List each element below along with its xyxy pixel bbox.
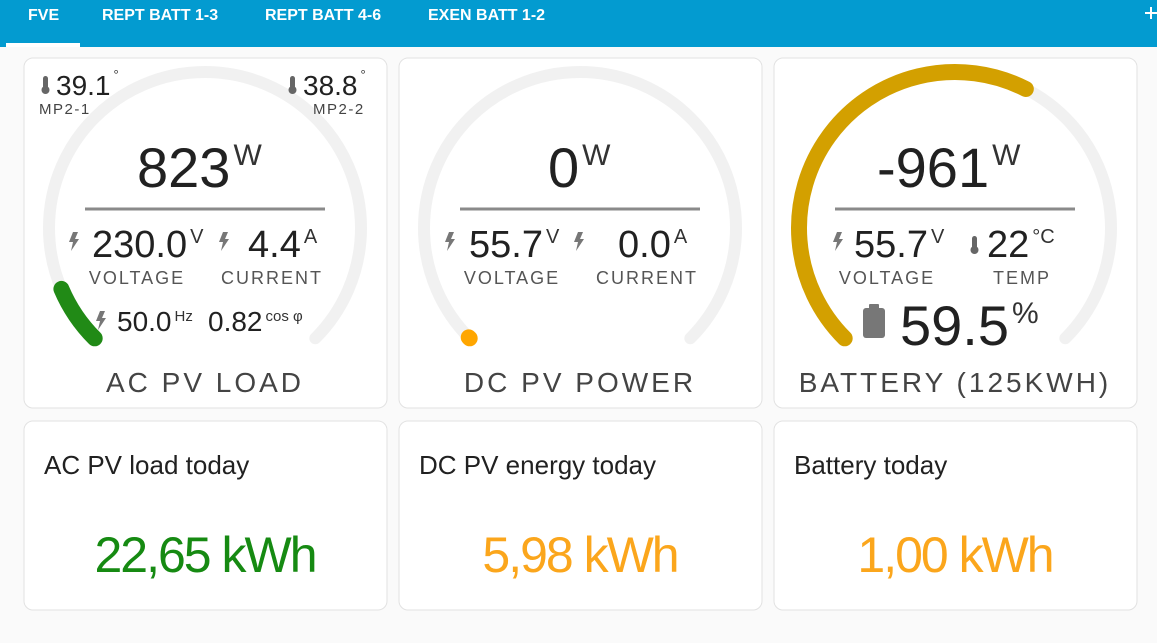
power-unit: W — [233, 139, 262, 172]
tab[interactable]: FVE — [28, 7, 59, 24]
voltage-value: 55.7 — [469, 224, 543, 266]
bolt-icon — [96, 311, 106, 330]
tile-card — [398, 420, 763, 611]
temperature-label: TEMP — [993, 268, 1051, 288]
voltage-unit: V — [931, 226, 945, 248]
tile-title: AC PV load today — [44, 450, 249, 480]
battery-icon — [863, 308, 885, 338]
voltage-unit: V — [546, 226, 560, 248]
power-unit: W — [582, 139, 611, 172]
bolt-icon — [445, 232, 455, 251]
power-unit: W — [992, 139, 1021, 172]
thermometer-icon — [43, 76, 48, 89]
gauge-title: AC PV LOAD — [106, 367, 304, 398]
gauge-fill — [53, 280, 103, 347]
frequency-value: 50.0 — [117, 306, 172, 337]
gauge-title: BATTERY (125KWH) — [799, 367, 1112, 398]
current-unit: A — [674, 226, 688, 248]
power-value: -961 — [877, 136, 989, 199]
gauge-track — [43, 66, 367, 345]
gauge-card — [23, 57, 388, 409]
voltage-label: VOLTAGE — [89, 268, 185, 288]
bolt-icon — [69, 232, 79, 251]
gauge-track — [418, 66, 742, 345]
tile-card — [773, 420, 1138, 611]
tile-card — [23, 420, 388, 611]
power-factor-value: 0.82 — [208, 306, 263, 337]
battery-icon — [869, 304, 879, 309]
bolt-icon — [219, 232, 229, 251]
tab-bar — [0, 0, 1157, 47]
thermometer-icon — [970, 246, 979, 254]
state-of-charge-unit: % — [1012, 297, 1039, 330]
gauge-fill — [791, 64, 1034, 347]
tab[interactable]: REPT BATT 4-6 — [265, 7, 381, 24]
thermometer-icon — [41, 86, 50, 94]
bolt-icon — [574, 232, 584, 251]
tile-value: 5,98 kWh — [482, 527, 677, 583]
gauge-title: DC PV POWER — [464, 367, 696, 398]
voltage-label: VOLTAGE — [464, 268, 560, 288]
tab[interactable]: EXEN BATT 1-2 — [428, 7, 545, 24]
add-tab-button[interactable] — [1145, 7, 1157, 19]
gauge-fill — [460, 329, 478, 347]
current-value: 4.4 — [248, 224, 301, 266]
temperature-value: 22 — [987, 224, 1029, 266]
thermometer-icon — [288, 86, 297, 94]
temperature-value: 39.1 — [56, 70, 111, 101]
current-value: 0.0 — [618, 224, 671, 266]
active-tab-indicator — [6, 43, 80, 47]
current-label: CURRENT — [596, 268, 698, 288]
power-factor-unit: cos φ — [266, 308, 304, 325]
temperature-unit: ° — [361, 67, 366, 82]
voltage-unit: V — [190, 226, 204, 248]
state-of-charge-value: 59.5 — [900, 294, 1009, 357]
temperature-unit: °C — [1032, 226, 1054, 248]
bolt-icon — [833, 232, 843, 251]
current-label: CURRENT — [221, 268, 323, 288]
tile-title: DC PV energy today — [419, 450, 656, 480]
tile-title: Battery today — [794, 450, 947, 480]
tile-value: 22,65 kWh — [94, 527, 315, 583]
temperature-label: MP2-1 — [39, 101, 91, 118]
tile-value: 1,00 kWh — [857, 527, 1052, 583]
temperature-label: MP2-2 — [313, 101, 365, 118]
power-value: 0 — [548, 136, 579, 199]
tab[interactable]: REPT BATT 1-3 — [102, 7, 218, 24]
voltage-value: 55.7 — [854, 224, 928, 266]
voltage-label: VOLTAGE — [839, 268, 935, 288]
thermometer-icon — [290, 76, 295, 89]
current-unit: A — [304, 226, 318, 248]
temperature-unit: ° — [114, 67, 119, 82]
temperature-value: 38.8 — [303, 70, 358, 101]
frequency-unit: Hz — [175, 308, 193, 325]
voltage-value: 230.0 — [92, 224, 187, 266]
thermometer-icon — [972, 236, 977, 249]
power-value: 823 — [137, 136, 230, 199]
